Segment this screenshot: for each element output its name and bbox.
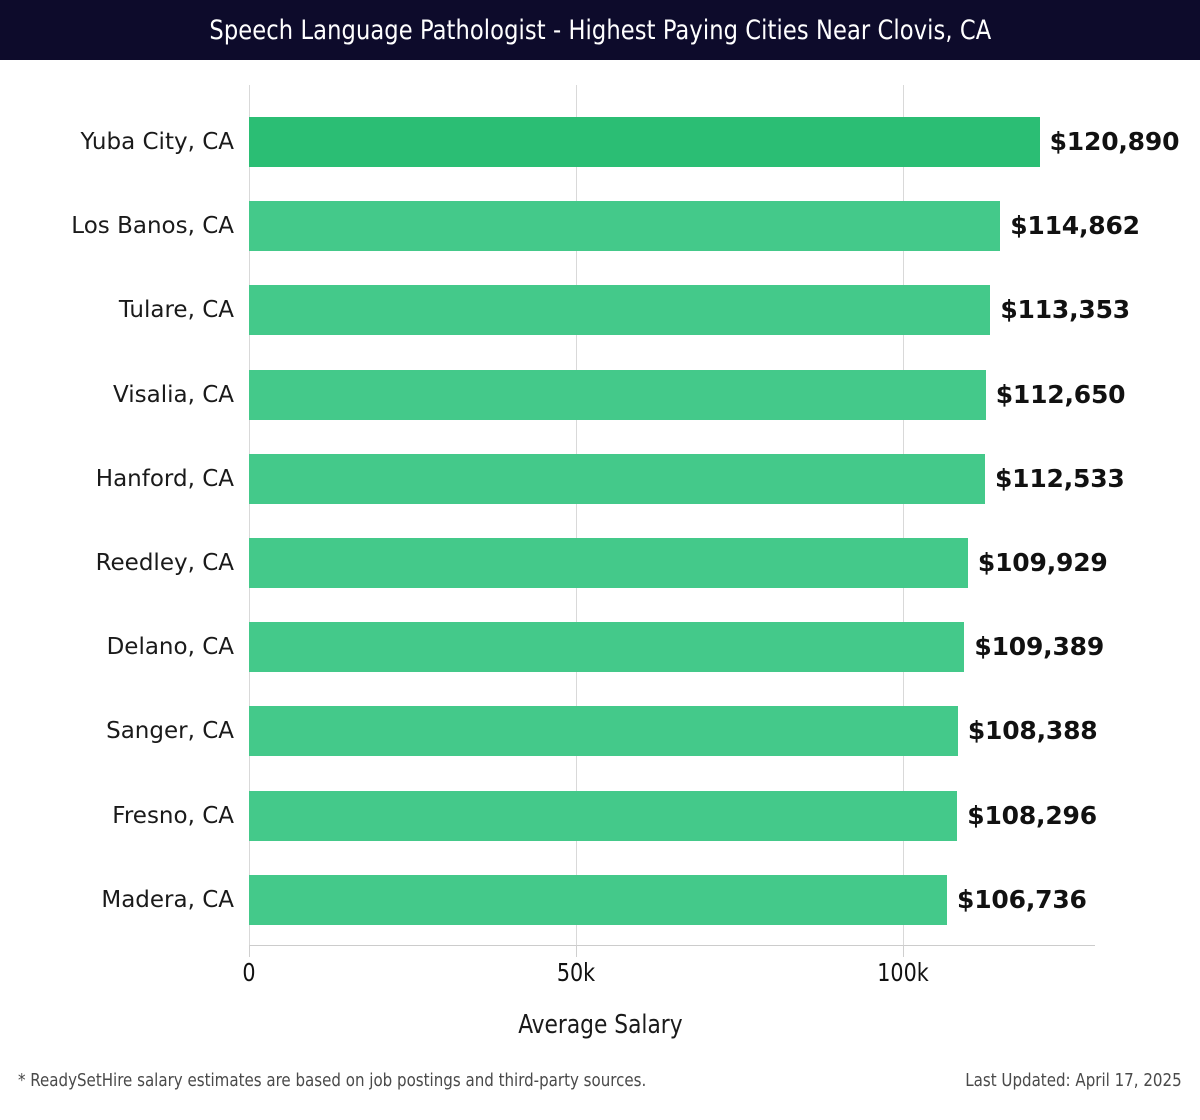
bar-row: Delano, CA $109,389 <box>0 622 1200 673</box>
bar[interactable] <box>249 201 1001 252</box>
bar[interactable] <box>249 790 958 841</box>
gridline-50k <box>576 85 577 945</box>
tick-mark-100k <box>903 945 904 957</box>
chart-header-band: Speech Language Pathologist - Highest Pa… <box>0 0 1200 60</box>
gridline-100k <box>903 85 904 945</box>
bar[interactable] <box>249 538 968 588</box>
bar-row: Visalia, CA $112,650 <box>0 369 1200 420</box>
bar-value-label: $113,353 <box>1000 295 1130 325</box>
footer-disclaimer: * ReadySetHire salary estimates are base… <box>18 1070 694 1091</box>
bar[interactable] <box>249 622 965 673</box>
bar-row: Yuba City, CA $120,890 <box>0 117 1200 167</box>
bar-value-label: $109,389 <box>974 632 1105 662</box>
bar[interactable] <box>249 874 948 925</box>
bar-row: Sanger, CA $108,388 <box>0 706 1200 757</box>
page-title: Speech Language Pathologist - Highest Pa… <box>209 14 991 46</box>
bar-value-label: $106,736 <box>957 884 1087 914</box>
footer-disclaimer-text: * ReadySetHire salary estimates are base… <box>18 1070 647 1091</box>
x-tick-label: 0 <box>242 958 256 987</box>
bar-row: Madera, CA $106,736 <box>0 874 1200 925</box>
category-label: Yuba City, CA <box>80 129 235 155</box>
bar-row: Los Banos, CA $114,862 <box>0 201 1200 252</box>
bar[interactable] <box>249 117 1040 167</box>
chart-plot-area: Yuba City, CA $120,890 Los Banos, CA $114,8… <box>0 60 1200 1060</box>
category-label: Tulare, CA <box>118 297 234 324</box>
category-label: Madera, CA <box>101 886 234 913</box>
bar-value-label: $112,533 <box>994 463 1125 493</box>
footer-last-updated-text: Last Updated: April 17, 2025 <box>965 1070 1182 1091</box>
bar[interactable] <box>249 453 985 504</box>
x-tick-label: 100k <box>877 958 929 987</box>
category-label: Fresno, CA <box>112 802 234 829</box>
chart-footer: * ReadySetHire salary estimates are base… <box>0 1070 1200 1106</box>
bar-row: Reedley, CA $109,929 <box>0 538 1200 588</box>
tick-mark-50k <box>576 945 577 957</box>
bar[interactable] <box>249 706 958 757</box>
bar-value-label: $120,890 <box>1049 127 1180 156</box>
x-tick-label: 50k <box>556 958 596 987</box>
gridline-0 <box>249 85 250 945</box>
x-axis-title: Average Salary <box>0 1010 1200 1040</box>
tick-mark-0 <box>249 945 250 957</box>
bar-row: Fresno, CA $108,296 <box>0 790 1200 841</box>
bar-row: Tulare, CA $113,353 <box>0 285 1200 336</box>
category-label: Sanger, CA <box>106 718 234 745</box>
x-axis-line <box>249 945 1095 946</box>
category-label: Los Banos, CA <box>71 213 234 240</box>
category-label: Reedley, CA <box>95 550 234 576</box>
bar-value-label: $109,929 <box>977 548 1108 577</box>
footer-last-updated: Last Updated: April 17, 2025 <box>949 1070 1182 1091</box>
bar-value-label: $108,388 <box>967 716 1098 746</box>
bar[interactable] <box>249 285 991 336</box>
bar-value-label: $112,650 <box>995 379 1126 409</box>
category-label: Visalia, CA <box>113 381 234 408</box>
category-label: Delano, CA <box>106 634 234 661</box>
category-label: Hanford, CA <box>95 465 234 492</box>
bar-row: Hanford, CA $112,533 <box>0 453 1200 504</box>
bar[interactable] <box>249 369 986 420</box>
bar-value-label: $108,296 <box>967 800 1097 830</box>
bar-value-label: $114,862 <box>1010 211 1140 241</box>
x-axis-title-text: Average Salary <box>517 1010 683 1040</box>
